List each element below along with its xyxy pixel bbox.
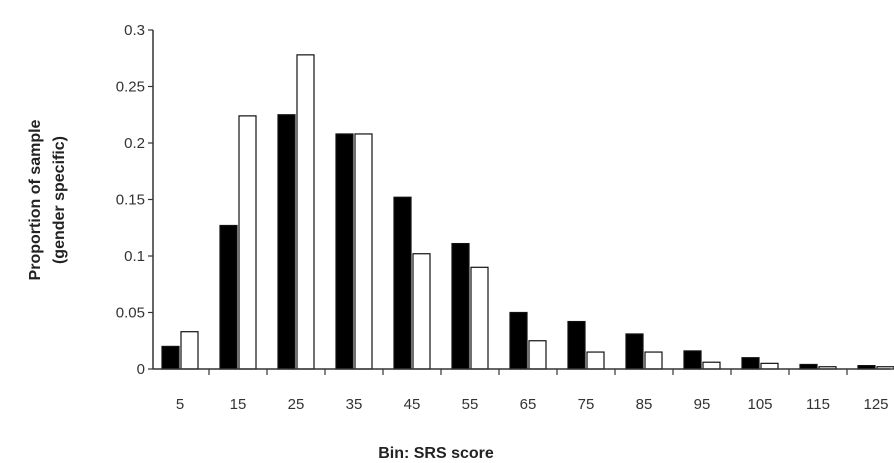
y-tick-label: 0.05 bbox=[116, 305, 145, 322]
x-tick-label: 105 bbox=[747, 396, 772, 413]
bar-series-2 bbox=[296, 54, 315, 370]
y-tick-label: 0.25 bbox=[116, 79, 145, 96]
y-axis-label-line-2: (gender specific) bbox=[51, 136, 68, 264]
bar-series-1 bbox=[335, 133, 354, 370]
bar-series-1 bbox=[567, 320, 586, 370]
bar-series-1 bbox=[393, 196, 412, 370]
y-tick-label: 0.15 bbox=[116, 192, 145, 209]
y-ticks-group: 0 0.05 0.1 0.15 0.2 0.25 0.3 bbox=[116, 22, 153, 378]
x-tick-label: 55 bbox=[462, 396, 479, 413]
x-ticks-group: 5 15 25 35 45 55 65 75 85 95 105 115 125 bbox=[176, 369, 889, 413]
bars-group bbox=[161, 54, 894, 370]
x-tick-label: 125 bbox=[863, 396, 888, 413]
bar-series-2 bbox=[760, 362, 779, 370]
bar-series-1 bbox=[625, 333, 644, 370]
x-tick-label: 95 bbox=[694, 396, 711, 413]
x-tick-label: 75 bbox=[578, 396, 595, 413]
bar-series-2 bbox=[702, 361, 721, 370]
bar-series-2 bbox=[180, 331, 199, 370]
x-tick-label: 25 bbox=[288, 396, 305, 413]
bar-series-1 bbox=[277, 114, 296, 370]
bar-series-2 bbox=[586, 351, 605, 370]
bar-series-2 bbox=[238, 115, 257, 370]
bar-series-2 bbox=[644, 351, 663, 370]
bar-series-1 bbox=[741, 357, 760, 370]
x-tick-label: 45 bbox=[404, 396, 421, 413]
bar-series-1 bbox=[451, 242, 470, 370]
bar-series-1 bbox=[509, 311, 528, 370]
x-tick-label: 35 bbox=[346, 396, 363, 413]
bar-series-2 bbox=[412, 253, 431, 370]
y-axis-label-line-1: Proportion of sample bbox=[27, 119, 44, 280]
bar-series-1 bbox=[161, 345, 180, 370]
y-tick-label: 0.1 bbox=[124, 248, 145, 265]
y-tick-label: 0 bbox=[137, 361, 145, 378]
bar-series-2 bbox=[354, 133, 373, 370]
x-tick-label: 5 bbox=[176, 396, 184, 413]
bar-series-2 bbox=[528, 340, 547, 370]
x-tick-label: 15 bbox=[230, 396, 247, 413]
y-tick-label: 0.2 bbox=[124, 135, 145, 152]
bar-series-1 bbox=[683, 350, 702, 370]
x-tick-label: 85 bbox=[636, 396, 653, 413]
x-tick-label: 65 bbox=[520, 396, 537, 413]
bar-series-1 bbox=[219, 224, 238, 370]
bar-series-2 bbox=[470, 266, 489, 370]
y-tick-label: 0.3 bbox=[124, 22, 145, 39]
x-tick-label: 115 bbox=[806, 396, 830, 413]
x-axis-label: Bin: SRS score bbox=[378, 445, 494, 462]
